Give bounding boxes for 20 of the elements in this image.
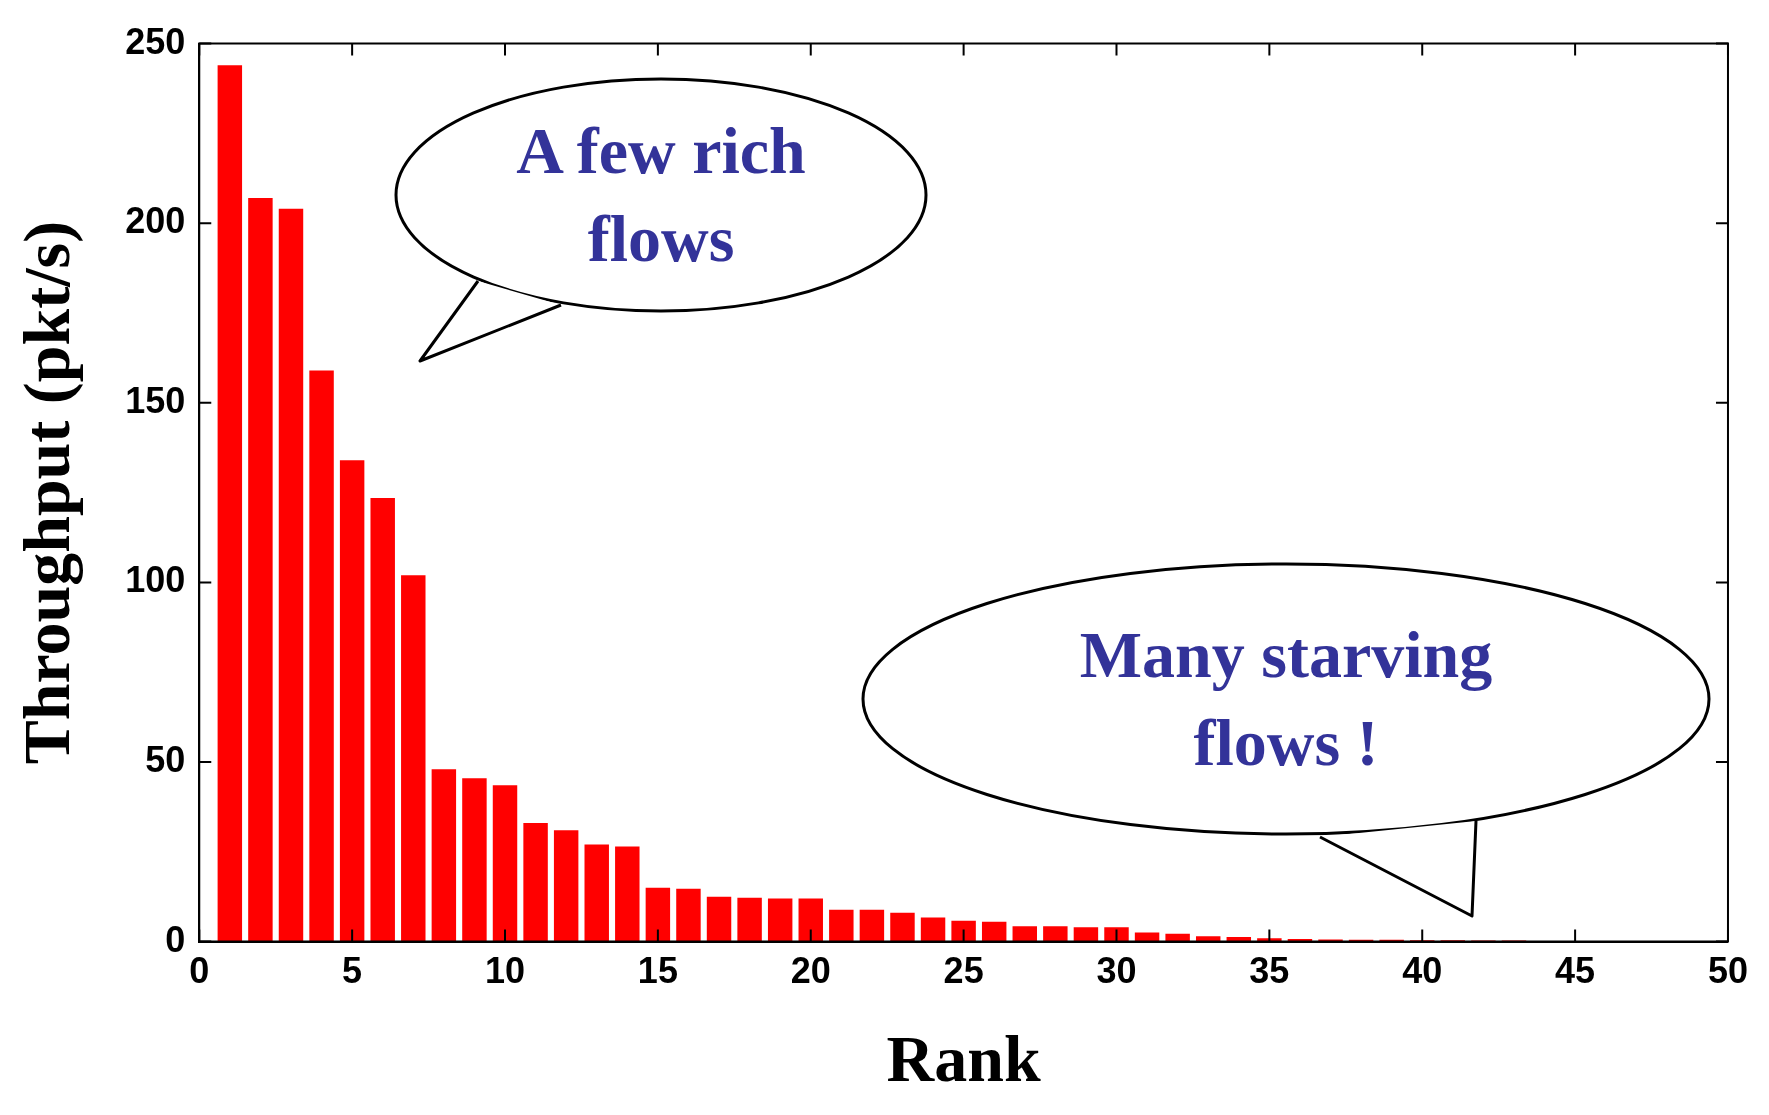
- x-tick-label: 50: [1707, 950, 1748, 992]
- x-tick-label: 5: [342, 950, 363, 992]
- x-axis-title: Rank: [886, 1022, 1041, 1096]
- y-tick-label: 100: [125, 559, 186, 601]
- x-tick-label: 15: [637, 950, 678, 992]
- x-tick-label: 25: [943, 950, 984, 992]
- x-tick-label: 30: [1096, 950, 1137, 992]
- x-tick-label: 35: [1249, 950, 1290, 992]
- y-axis-title: Throughput (pkt/s): [9, 220, 84, 765]
- annotation: Many starving flows !: [1078, 617, 1494, 781]
- y-tick-label: 0: [165, 918, 186, 960]
- x-tick-label: 10: [484, 950, 526, 992]
- y-tick-label: 200: [125, 200, 186, 242]
- x-tick-label: 20: [790, 950, 831, 992]
- y-tick-label: 150: [125, 379, 186, 421]
- y-tick-label: 250: [125, 20, 186, 62]
- x-tick-label: 40: [1402, 950, 1443, 992]
- y-tick-label: 50: [145, 738, 186, 780]
- annotation: A few rich flows: [515, 113, 807, 277]
- x-tick-label: 45: [1555, 950, 1596, 992]
